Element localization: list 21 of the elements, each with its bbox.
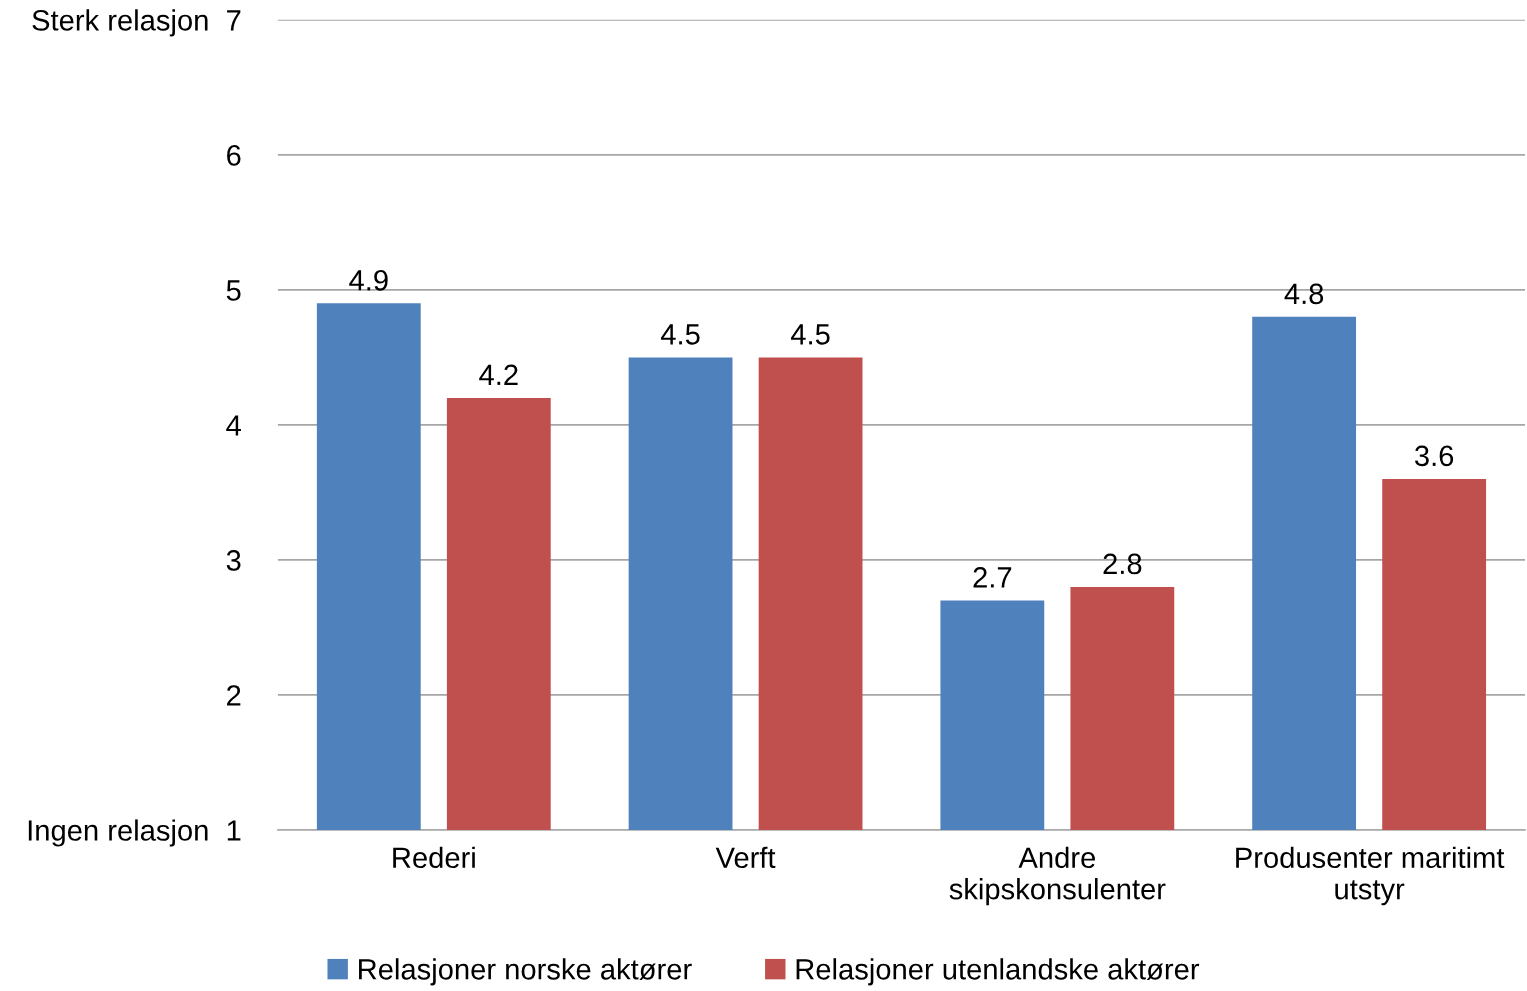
y-tick-label: 4 — [226, 415, 241, 436]
x-tick-label: Verft — [715, 846, 776, 869]
x-tick-label: Rederi — [393, 846, 475, 869]
y-tick-label: 2 — [227, 685, 241, 706]
data-label: 4.9 — [349, 270, 388, 291]
legend-label: Relasjoner utenlandske aktører — [796, 958, 1200, 986]
data-label: 4.8 — [1284, 283, 1324, 305]
data-label: 3.6 — [1414, 445, 1454, 467]
data-label: 2.7 — [973, 567, 1012, 588]
y-tick-label: 3 — [226, 550, 241, 571]
y-tick-label: 5 — [226, 280, 241, 301]
data-label: 4.2 — [479, 364, 518, 385]
data-label: 4.5 — [790, 324, 830, 345]
data-label: 2.8 — [1103, 553, 1142, 575]
legend-label: Relasjoner norske aktører — [359, 958, 692, 986]
y-tick-label: Ingen relasjon 1 — [28, 819, 241, 847]
y-tick-label: Sterk relasjon 7 — [32, 9, 241, 37]
x-tick-label: Produsenter maritimt utstyr — [1236, 846, 1505, 906]
y-tick-label: 6 — [227, 145, 241, 166]
x-tick-label: Andre skipskonsulenter — [949, 846, 1166, 906]
data-label: 4.5 — [660, 324, 700, 345]
